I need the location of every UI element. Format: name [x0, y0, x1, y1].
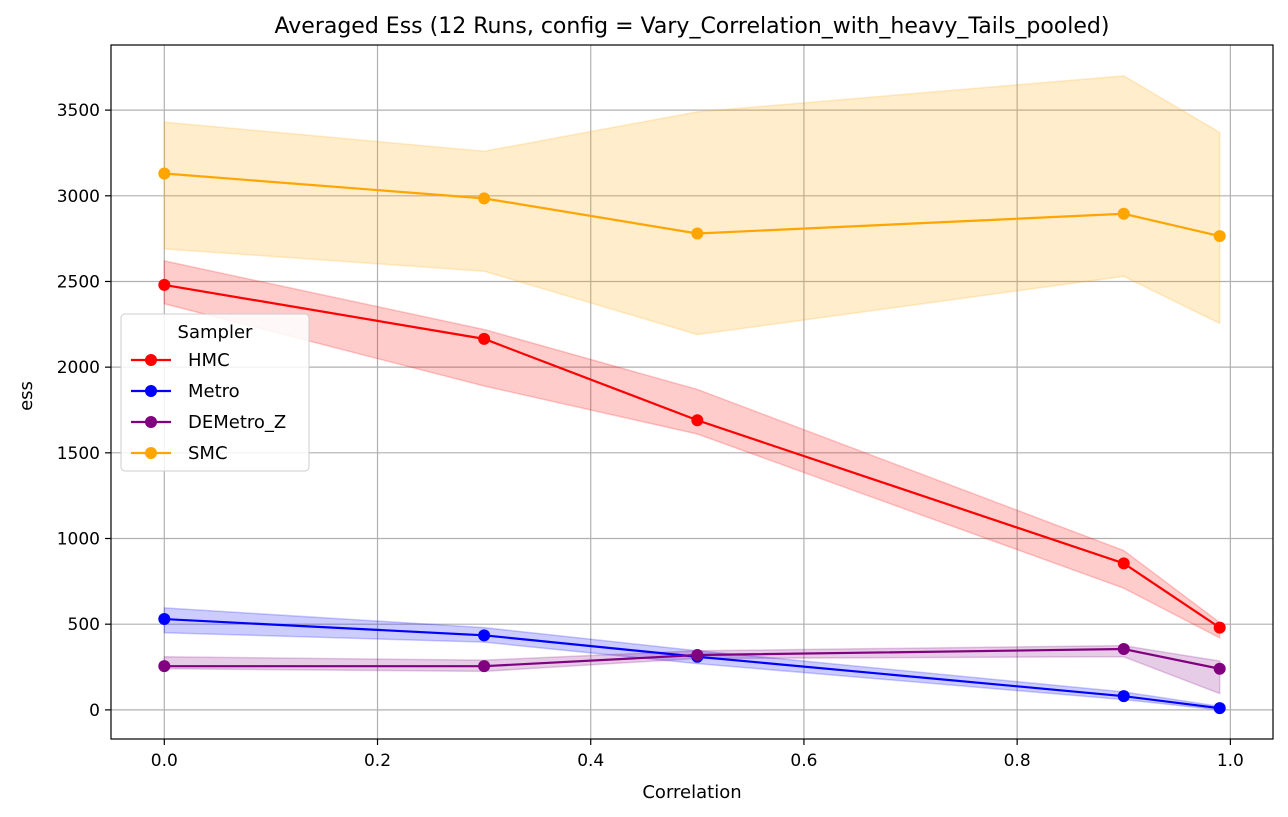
legend-item-smc: SMC	[131, 443, 228, 464]
legend-marker	[145, 354, 157, 366]
y-tick-label: 3000	[57, 187, 100, 207]
x-axis-ticks: 0.0 0.2 0.4 0.6 0.8 1.0	[151, 739, 1244, 771]
chart-title: Averaged Ess (12 Runs, config = Vary_Cor…	[275, 14, 1110, 39]
point-metro	[1117, 690, 1130, 703]
band-hmc	[163, 259, 1221, 640]
point-hmc	[1117, 557, 1130, 570]
point-smc	[1213, 230, 1226, 243]
y-axis-ticks: 0 500 1000 1500 2000 2500 3000 3500	[57, 101, 111, 721]
series-points	[158, 167, 1226, 715]
y-tick-label: 1000	[57, 530, 100, 550]
legend-label: HMC	[188, 350, 230, 371]
band-smc	[163, 75, 1221, 336]
point-demetro-z	[478, 660, 491, 673]
legend-marker	[145, 447, 157, 459]
legend-item-demetro-z: DEMetro_Z	[131, 412, 286, 433]
point-metro	[478, 629, 491, 642]
legend-label: Metro	[188, 381, 240, 402]
legend-label: SMC	[188, 443, 228, 464]
x-tick-label: 0.6	[790, 751, 817, 771]
y-tick-label: 0	[89, 701, 100, 721]
axes-frame	[110, 44, 1274, 740]
legend-item-metro: Metro	[131, 381, 240, 402]
x-tick-label: 0.0	[151, 751, 178, 771]
x-tick-label: 0.2	[364, 751, 391, 771]
x-axis-label: Correlation	[642, 782, 741, 803]
legend-marker	[145, 416, 157, 428]
point-smc	[691, 227, 704, 240]
legend-title: Sampler	[178, 322, 253, 343]
legend-box	[120, 313, 310, 472]
point-smc	[478, 192, 491, 205]
legend-item-hmc: HMC	[131, 350, 230, 371]
point-hmc	[478, 332, 491, 345]
point-demetro-z	[158, 660, 171, 673]
grid	[111, 45, 1273, 739]
legend-marker	[145, 385, 157, 397]
point-smc	[1117, 207, 1130, 220]
y-tick-label: 3500	[57, 101, 100, 121]
point-hmc	[1213, 621, 1226, 634]
y-tick-label: 1500	[57, 444, 100, 464]
legend-label: DEMetro_Z	[188, 412, 286, 433]
point-metro	[158, 613, 171, 626]
point-hmc	[158, 278, 171, 291]
legend: Sampler HMC Metro DEMetro_Z SMC	[120, 313, 310, 472]
x-tick-label: 0.8	[1004, 751, 1031, 771]
point-metro	[1213, 702, 1226, 715]
point-hmc	[691, 414, 704, 427]
legend-items: HMC Metro DEMetro_Z SMC	[131, 350, 286, 464]
point-smc	[158, 167, 171, 180]
point-demetro-z	[1117, 643, 1130, 656]
y-tick-label: 2000	[57, 358, 100, 378]
point-demetro-z	[691, 649, 704, 662]
y-axis-label: ess	[16, 381, 37, 411]
x-tick-label: 0.4	[577, 751, 604, 771]
point-demetro-z	[1213, 662, 1226, 675]
y-tick-label: 500	[68, 615, 100, 635]
y-tick-label: 2500	[57, 272, 100, 292]
x-tick-label: 1.0	[1217, 751, 1244, 771]
